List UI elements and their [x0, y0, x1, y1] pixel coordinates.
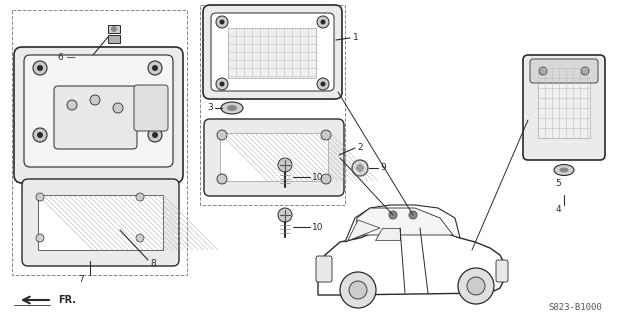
- Circle shape: [36, 234, 44, 242]
- Circle shape: [409, 211, 417, 219]
- FancyBboxPatch shape: [22, 179, 179, 266]
- Circle shape: [220, 81, 225, 86]
- Circle shape: [581, 67, 589, 75]
- Circle shape: [458, 268, 494, 304]
- Ellipse shape: [278, 158, 292, 172]
- Circle shape: [67, 100, 77, 110]
- Polygon shape: [318, 228, 505, 295]
- FancyBboxPatch shape: [530, 59, 598, 83]
- Ellipse shape: [559, 167, 568, 173]
- Bar: [12, 10, 187, 275]
- Circle shape: [317, 16, 329, 28]
- Text: 10: 10: [312, 222, 323, 232]
- Polygon shape: [355, 208, 453, 235]
- Circle shape: [321, 130, 331, 140]
- Circle shape: [321, 174, 331, 184]
- Text: 9: 9: [380, 164, 386, 173]
- FancyBboxPatch shape: [14, 47, 183, 183]
- Text: 4: 4: [555, 205, 561, 214]
- Text: S823-B1000: S823-B1000: [548, 303, 602, 313]
- FancyBboxPatch shape: [523, 55, 605, 160]
- Text: FR.: FR.: [58, 295, 76, 305]
- Circle shape: [111, 26, 117, 32]
- Circle shape: [36, 193, 44, 201]
- Circle shape: [216, 16, 228, 28]
- Circle shape: [148, 61, 162, 75]
- FancyBboxPatch shape: [54, 86, 137, 149]
- Ellipse shape: [278, 208, 292, 222]
- Circle shape: [33, 128, 47, 142]
- Text: 6 —: 6 —: [58, 54, 76, 63]
- Bar: [538, 68, 590, 138]
- Polygon shape: [345, 205, 460, 242]
- Circle shape: [113, 103, 123, 113]
- FancyBboxPatch shape: [134, 85, 168, 131]
- Circle shape: [321, 19, 326, 25]
- FancyBboxPatch shape: [24, 55, 173, 167]
- Circle shape: [317, 78, 329, 90]
- Bar: [108, 25, 120, 33]
- Circle shape: [217, 130, 227, 140]
- Circle shape: [152, 65, 158, 71]
- Circle shape: [136, 193, 144, 201]
- Polygon shape: [348, 220, 380, 240]
- Circle shape: [136, 234, 144, 242]
- FancyBboxPatch shape: [203, 5, 342, 99]
- Circle shape: [389, 211, 397, 219]
- Bar: [108, 35, 120, 43]
- FancyBboxPatch shape: [496, 260, 508, 282]
- Circle shape: [216, 78, 228, 90]
- Text: 3: 3: [207, 103, 213, 113]
- Polygon shape: [375, 228, 400, 240]
- Circle shape: [90, 95, 100, 105]
- Ellipse shape: [221, 102, 243, 114]
- Circle shape: [148, 128, 162, 142]
- Text: 5: 5: [555, 179, 561, 188]
- Circle shape: [37, 132, 43, 138]
- Ellipse shape: [554, 165, 574, 175]
- Bar: [220, 133, 328, 181]
- FancyBboxPatch shape: [204, 119, 344, 196]
- Text: 7: 7: [78, 276, 84, 285]
- FancyBboxPatch shape: [316, 256, 332, 282]
- Circle shape: [539, 67, 547, 75]
- Circle shape: [220, 19, 225, 25]
- Bar: [38, 195, 163, 250]
- Circle shape: [321, 81, 326, 86]
- Bar: [228, 28, 316, 78]
- Circle shape: [37, 65, 43, 71]
- Text: 10: 10: [312, 173, 323, 182]
- Circle shape: [340, 272, 376, 308]
- Circle shape: [33, 61, 47, 75]
- Text: 2: 2: [357, 143, 363, 152]
- Text: 8: 8: [150, 258, 156, 268]
- Circle shape: [152, 132, 158, 138]
- Circle shape: [467, 277, 485, 295]
- Circle shape: [217, 174, 227, 184]
- Text: 1: 1: [353, 33, 359, 42]
- Circle shape: [352, 160, 368, 176]
- Circle shape: [349, 281, 367, 299]
- Bar: [200, 5, 345, 205]
- Circle shape: [356, 164, 364, 172]
- Ellipse shape: [227, 105, 237, 111]
- FancyBboxPatch shape: [211, 13, 334, 91]
